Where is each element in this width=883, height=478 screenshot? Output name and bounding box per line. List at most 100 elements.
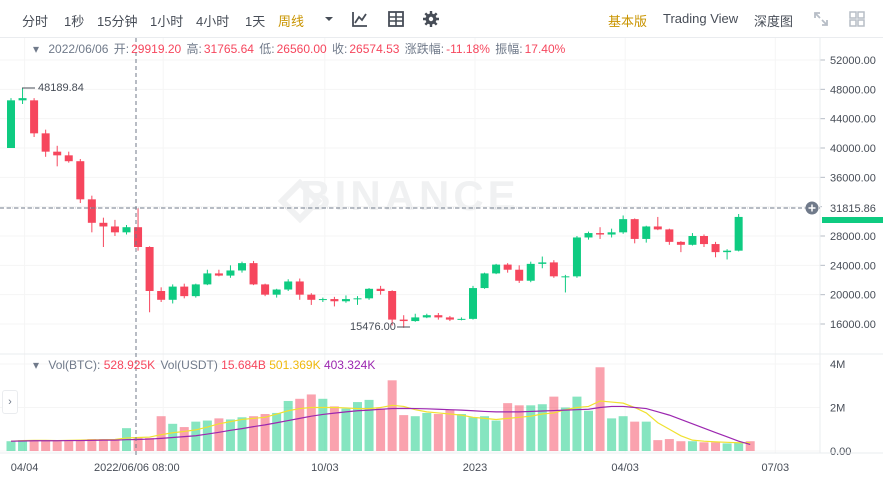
- candle-body: [214, 273, 223, 276]
- collapse-toggle-icon[interactable]: ▾: [33, 42, 40, 56]
- candle-body: [607, 232, 616, 235]
- price-tick-label: 20000.00: [830, 290, 876, 302]
- volume-bar: [364, 399, 374, 451]
- candle-body: [549, 262, 558, 277]
- volume-bar: [29, 440, 39, 451]
- volume-bar: [584, 410, 593, 451]
- volume-bar: [607, 418, 617, 451]
- depth-chart-button[interactable]: 深度图: [754, 14, 794, 29]
- interval-1h[interactable]: 1小时: [150, 14, 184, 29]
- low-value: 26560.00: [276, 42, 327, 56]
- gear-icon[interactable]: [422, 10, 440, 28]
- time-tick-label: 07/03: [762, 462, 790, 474]
- chart-settings-grid-icon[interactable]: [387, 10, 405, 28]
- volume-bar: [329, 406, 339, 451]
- volume-bar: [156, 416, 166, 451]
- candle-body: [353, 298, 362, 300]
- close-value: 26574.53: [349, 42, 400, 56]
- volume-bar: [514, 405, 524, 451]
- volume-bar: [399, 415, 409, 451]
- candle-body: [457, 318, 466, 320]
- volume-bar: [283, 400, 293, 451]
- candle-body: [422, 315, 431, 318]
- volume-bar: [306, 394, 316, 451]
- candle-body: [226, 270, 235, 276]
- volume-bar: [318, 398, 328, 451]
- candle-body: [203, 273, 212, 285]
- candle-body: [492, 264, 501, 274]
- volume-bar: [295, 398, 305, 451]
- layout-grid-icon[interactable]: [848, 10, 866, 28]
- volume-ma-lines: [10, 400, 751, 446]
- volume-bar: [75, 440, 85, 451]
- price-tick-label: 24000.00: [830, 260, 876, 272]
- candle-body: [376, 288, 385, 291]
- kline-chart[interactable]: BINANCE 52000.00 48000.00 44000.00 40000.00…: [0, 38, 883, 478]
- interval-1w[interactable]: 周线: [278, 14, 305, 29]
- volume-bar: [214, 418, 224, 451]
- volume-collapse-icon[interactable]: ▾: [33, 358, 40, 372]
- candles: [0, 87, 820, 328]
- volume-bar: [734, 442, 744, 451]
- volume-tick-label: 4M: [830, 359, 845, 371]
- volume-ma1-line: [10, 400, 751, 444]
- volume-bar: [6, 441, 16, 451]
- candle-body: [7, 100, 15, 148]
- volume-bar: [503, 403, 513, 451]
- candle-body: [734, 216, 743, 251]
- volume-bar: [410, 416, 420, 451]
- volume-bar: [618, 416, 628, 451]
- binance-watermark: BINANCE: [300, 172, 519, 219]
- volume-ma2-line: [10, 405, 751, 446]
- candle-body: [157, 291, 166, 300]
- volume-bar: [52, 441, 62, 451]
- candle-body: [538, 262, 547, 264]
- candle-body: [330, 299, 339, 302]
- interval-1d[interactable]: 1天: [245, 14, 266, 29]
- volume-bar: [664, 439, 674, 451]
- candle-body: [572, 237, 581, 277]
- volume-bar: [745, 441, 755, 451]
- volume-bar: [595, 367, 605, 451]
- fullscreen-icon[interactable]: [812, 10, 830, 28]
- vol-ma2-value: 403.324K: [323, 358, 376, 372]
- volume-bar: [699, 442, 709, 451]
- crosshair-price-label: 31815.86: [830, 203, 876, 215]
- volume-bar: [237, 417, 247, 451]
- candle-body: [688, 236, 697, 245]
- volume-bar: [630, 421, 640, 451]
- interval-timeline[interactable]: 分时: [22, 14, 49, 29]
- min-price-label: 15476.00: [350, 321, 396, 333]
- interval-1s[interactable]: 1秒: [64, 14, 85, 29]
- time-tick-label: 10/03: [311, 462, 339, 474]
- volume-bar: [687, 441, 697, 451]
- basic-view-button[interactable]: 基本版: [608, 14, 648, 29]
- time-tick-label: 04/04: [11, 462, 39, 474]
- volume-bar: [676, 441, 686, 451]
- tradingview-button[interactable]: Trading View: [663, 11, 739, 26]
- candle-body: [238, 263, 246, 271]
- more-intervals-dropdown-icon[interactable]: [320, 10, 338, 28]
- volume-bar: [41, 440, 51, 451]
- vol-usdt-value: 15.684B: [221, 358, 266, 372]
- volume-info: ▾ Vol(BTC): 528.925K Vol(USDT) 15.684B 5…: [33, 358, 376, 372]
- indicators-icon[interactable]: [351, 10, 369, 28]
- interval-4h[interactable]: 4小时: [196, 14, 230, 29]
- candle-body: [134, 227, 143, 247]
- interval-15m[interactable]: 15分钟: [97, 14, 138, 29]
- vol-btc-value: 528.925K: [103, 358, 156, 372]
- volume-bars: [6, 367, 755, 451]
- candle-body: [399, 319, 408, 322]
- volume-bar: [722, 443, 732, 451]
- change-value: -11.18%: [446, 42, 490, 56]
- crosshair: 31815.86 2022/06/06 08:00: [0, 38, 883, 476]
- volume-bar: [572, 396, 582, 451]
- volume-bar: [18, 440, 28, 451]
- candle-body: [411, 317, 420, 322]
- panel-expand-button[interactable]: ›: [2, 390, 18, 414]
- volume-tick-label: 0.00: [830, 446, 851, 458]
- candle-body: [676, 241, 685, 245]
- candle-body: [515, 269, 524, 281]
- max-price-label: 48189.84: [38, 82, 84, 94]
- volume-bar: [376, 408, 386, 451]
